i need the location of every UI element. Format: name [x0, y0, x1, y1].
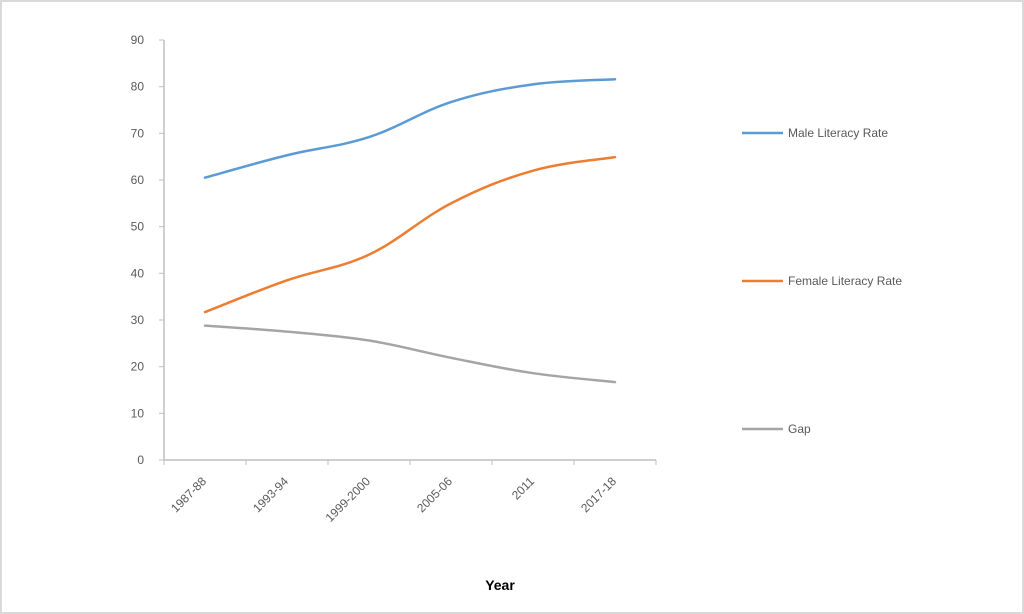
series-lines: [203, 77, 617, 384]
y-tick-label: 80: [131, 80, 145, 94]
series-line-female-literacy-rate: [203, 155, 617, 314]
legend-label: Gap: [788, 422, 811, 436]
legend-label: Male Literacy Rate: [788, 126, 888, 140]
x-tick-label: 1993-94: [250, 474, 291, 515]
x-tick-label: 2011: [509, 474, 537, 502]
y-tick-label: 90: [131, 33, 145, 47]
x-tick-label: 1987-88: [168, 474, 209, 515]
series-line-gap: [203, 324, 617, 384]
x-tick-label: 2005-06: [414, 474, 455, 515]
legend-item: Female Literacy Rate: [742, 274, 902, 288]
y-tick-label: 50: [131, 220, 145, 234]
legend-item: Male Literacy Rate: [742, 126, 888, 140]
x-axis-title: Year: [485, 577, 515, 593]
y-tick-label: 70: [131, 126, 145, 140]
y-tick-label: 60: [131, 173, 145, 187]
y-axis: 0 10 20 30 40 50 60 70 80 90: [131, 33, 165, 467]
y-tick-label: 10: [131, 406, 145, 420]
y-tick-label: 20: [131, 360, 145, 374]
x-tick-label: 1999-2000: [323, 474, 374, 525]
legend: Male Literacy Rate Female Literacy Rate Ga…: [742, 126, 902, 436]
series-line-male-literacy-rate: [203, 77, 617, 179]
y-tick-label: 30: [131, 313, 145, 327]
x-tick-label: 2017-18: [578, 474, 619, 515]
x-axis: 1987-88 1993-94 1999-2000 2005-06 2011 2017-1…: [163, 459, 657, 525]
y-tick-label: 40: [131, 266, 145, 280]
y-tick-label: 0: [137, 453, 144, 467]
legend-item: Gap: [742, 422, 811, 436]
legend-label: Female Literacy Rate: [788, 274, 902, 288]
